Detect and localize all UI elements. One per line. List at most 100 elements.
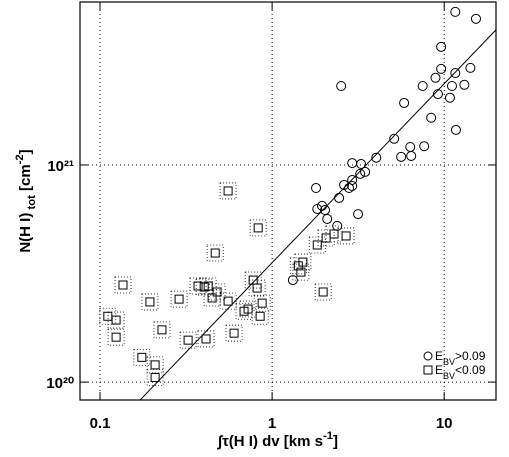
error-box	[107, 328, 125, 346]
point	[193, 281, 203, 291]
point	[436, 41, 447, 52]
legend-label: EBV>0.09	[435, 349, 486, 367]
error-box	[253, 294, 271, 312]
x-tick-label: 10	[436, 415, 453, 432]
error-box	[141, 293, 159, 311]
label-part: ]	[333, 433, 338, 450]
point	[223, 186, 233, 196]
point	[347, 158, 358, 169]
error-box	[206, 244, 224, 262]
label-part: -1	[323, 430, 333, 442]
point	[339, 179, 350, 190]
point	[436, 63, 447, 74]
error-box	[294, 253, 312, 271]
error-box	[203, 289, 221, 307]
point	[252, 283, 262, 293]
point	[332, 220, 343, 231]
point	[396, 151, 407, 162]
error-box	[208, 283, 226, 301]
point	[183, 335, 193, 345]
error-box	[251, 307, 269, 325]
label-part: tot	[26, 195, 38, 213]
point	[150, 372, 160, 382]
error-box	[248, 279, 266, 297]
point	[201, 334, 211, 344]
point	[470, 13, 481, 24]
point	[212, 287, 222, 297]
label-part: E	[435, 363, 443, 377]
point	[111, 332, 121, 342]
point	[450, 6, 461, 17]
label-part: BV	[443, 371, 455, 381]
y-axis-label: N(H I) tot [cm-2]	[14, 149, 38, 252]
error-box	[146, 356, 164, 374]
point	[223, 296, 233, 306]
error-box	[289, 257, 307, 275]
point	[355, 168, 366, 179]
point	[329, 229, 339, 239]
point	[257, 298, 267, 308]
point	[207, 293, 217, 303]
point	[444, 92, 455, 103]
error-box	[314, 283, 332, 301]
error-box	[219, 182, 237, 200]
error-box	[107, 311, 125, 329]
x-tick-label: 1	[268, 415, 276, 432]
plot-frame	[79, 1, 497, 401]
point	[341, 231, 351, 241]
label-part: ]	[17, 149, 34, 154]
point	[432, 89, 443, 100]
x-tick-label: 0.1	[90, 415, 111, 432]
error-box	[249, 219, 267, 237]
error-box	[292, 263, 310, 281]
point	[203, 281, 213, 291]
error-box	[153, 321, 171, 339]
label-part: >0.09	[455, 349, 486, 363]
error-box	[219, 292, 237, 310]
legend-marker	[423, 351, 433, 361]
label-part: N(H I)	[17, 213, 34, 253]
point	[389, 133, 400, 144]
point	[157, 325, 167, 335]
point	[312, 240, 322, 250]
point	[353, 209, 364, 220]
error-box	[225, 324, 243, 342]
label-part: ∫τ(H I) dv [km s	[217, 433, 323, 450]
point	[287, 275, 298, 286]
point	[465, 62, 476, 73]
error-box	[114, 276, 132, 294]
point	[334, 192, 345, 203]
point	[347, 181, 358, 191]
point	[145, 297, 155, 307]
point	[312, 203, 323, 214]
error-box	[179, 331, 197, 349]
x-axis-label: ∫τ(H I) dv [km s-1]	[217, 430, 338, 450]
point	[430, 72, 441, 83]
error-box	[197, 330, 215, 348]
point	[311, 183, 322, 194]
point	[426, 112, 437, 123]
point	[405, 141, 416, 152]
point	[318, 287, 328, 297]
error-box	[189, 277, 207, 295]
point	[360, 166, 371, 177]
legend-marker	[423, 365, 433, 375]
label-part: BV	[443, 357, 455, 367]
point	[417, 81, 428, 92]
label-part: <0.09	[455, 363, 486, 377]
error-box	[146, 369, 164, 386]
error-box	[133, 348, 151, 366]
fit-line	[139, 29, 496, 400]
error-box	[170, 290, 188, 308]
legend-label: EBV<0.09	[435, 363, 486, 381]
point	[406, 150, 417, 161]
point	[111, 315, 121, 325]
label-part: -2	[14, 154, 26, 164]
y-tick-label: 10²⁰	[46, 375, 74, 392]
point	[450, 68, 461, 79]
point	[255, 311, 265, 321]
point	[344, 183, 355, 194]
point	[459, 79, 470, 90]
point	[174, 294, 184, 304]
